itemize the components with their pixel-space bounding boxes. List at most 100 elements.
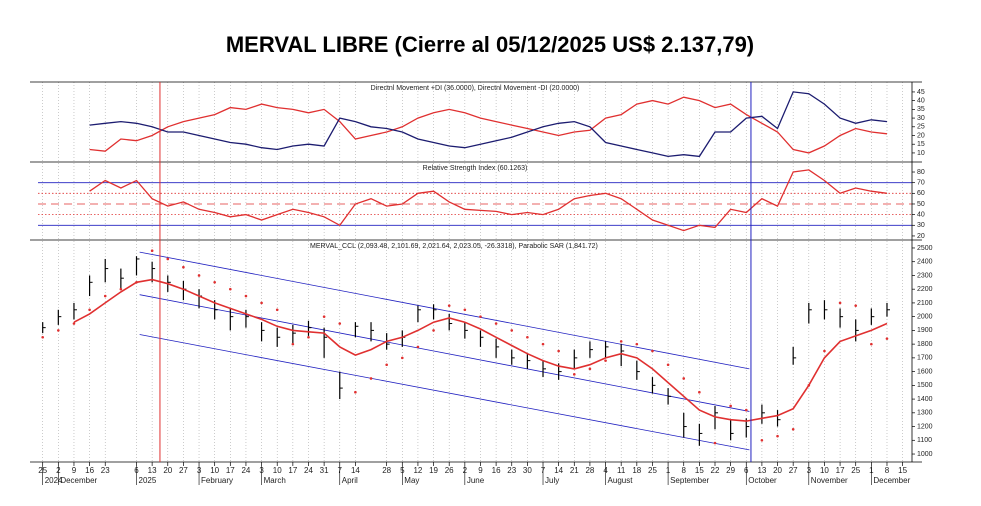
sar-dot xyxy=(588,367,592,371)
y-tick-label: 15 xyxy=(917,141,925,148)
panel-subtitle: MERVAL_CCL (2,093.48, 2,101.69, 2,021.64… xyxy=(310,243,598,250)
x-tick-label: 14 xyxy=(554,466,563,475)
x-tick-label: 11 xyxy=(617,466,626,475)
month-label: November xyxy=(811,476,848,485)
y-tick-label: 1500 xyxy=(917,382,933,389)
sar-dot xyxy=(150,249,154,253)
y-tick-label: 1200 xyxy=(917,423,933,430)
y-tick-label: 2000 xyxy=(917,313,933,320)
y-tick-label: 45 xyxy=(917,89,925,96)
x-tick-label: 14 xyxy=(351,466,360,475)
sar-dot xyxy=(651,349,654,353)
x-tick-label: 16 xyxy=(492,466,501,475)
y-tick-label: 2500 xyxy=(917,245,933,252)
month-label: December xyxy=(873,476,910,485)
x-tick-label: 29 xyxy=(726,466,735,475)
x-tick-label: 28 xyxy=(382,466,391,475)
sar-dot xyxy=(385,363,388,367)
x-tick-label: 8 xyxy=(682,466,687,475)
x-tick-label: 23 xyxy=(101,466,110,475)
sar-dot xyxy=(713,441,717,445)
x-tick-label: 12 xyxy=(413,466,422,475)
sar-dot xyxy=(479,315,482,318)
sar-dot xyxy=(354,390,357,394)
sar-dot xyxy=(572,373,576,376)
sar-dot xyxy=(760,438,764,442)
month-label: 2025 xyxy=(139,476,157,485)
month-label: October xyxy=(748,476,777,485)
sar-dot xyxy=(776,434,779,438)
panel-subtitle: Directnl Movement +DI (36.0000), Directn… xyxy=(371,85,580,92)
y-tick-label: 80 xyxy=(917,169,925,176)
y-tick-label: 1800 xyxy=(917,341,933,348)
panel-subtitle: Relative Strength Index (60.1263) xyxy=(423,165,528,172)
y-tick-label: 2100 xyxy=(917,300,933,307)
trend-line xyxy=(139,294,750,412)
sar-dot xyxy=(400,356,404,360)
sar-dot xyxy=(260,301,263,305)
trend-line xyxy=(139,334,750,451)
sar-dot xyxy=(885,337,889,340)
sar-dot xyxy=(103,294,107,298)
x-tick-label: 19 xyxy=(429,466,438,475)
line-series xyxy=(89,96,888,154)
y-tick-label: 30 xyxy=(917,222,925,229)
x-tick-label: 21 xyxy=(570,466,579,475)
x-tick-label: 31 xyxy=(320,466,329,475)
y-tick-label: 40 xyxy=(917,97,925,104)
sar-dot xyxy=(619,340,623,343)
sar-dot xyxy=(698,390,701,394)
x-tick-label: 15 xyxy=(898,466,907,475)
x-tick-label: 22 xyxy=(711,466,720,475)
sar-dot xyxy=(682,377,686,380)
sar-dot xyxy=(244,294,248,298)
sar-dot xyxy=(744,408,748,412)
sar-dot xyxy=(791,428,795,431)
y-tick-label: 1700 xyxy=(917,355,933,362)
sar-dot xyxy=(526,335,529,339)
sar-dot xyxy=(119,287,123,291)
y-tick-label: 60 xyxy=(917,190,925,197)
month-label: March xyxy=(264,476,286,485)
x-tick-label: 15 xyxy=(695,466,704,475)
sar-dot xyxy=(463,308,467,312)
y-tick-label: 70 xyxy=(917,180,925,187)
sar-dot xyxy=(291,342,295,346)
x-tick-label: 9 xyxy=(72,466,77,475)
x-tick-label: 13 xyxy=(757,466,766,475)
x-tick-label: 30 xyxy=(523,466,532,475)
sar-dot xyxy=(416,345,420,349)
sar-dot xyxy=(838,301,842,305)
sar-dot xyxy=(72,322,76,325)
sar-dot xyxy=(182,265,185,269)
sar-dot xyxy=(541,342,545,346)
chart-title: MERVAL LIBRE (Cierre al 05/12/2025 US$ 2… xyxy=(226,32,754,57)
month-label: August xyxy=(608,476,634,485)
sar-dot xyxy=(823,349,826,353)
y-tick-label: 20 xyxy=(917,233,925,240)
y-tick-label: 2400 xyxy=(917,259,933,266)
month-label: May xyxy=(404,476,419,485)
sar-dot xyxy=(494,322,498,325)
x-tick-label: 25 xyxy=(851,466,860,475)
x-tick-label: 24 xyxy=(241,466,250,475)
month-label: September xyxy=(670,476,709,485)
month-label: February xyxy=(201,476,233,485)
x-tick-label: 10 xyxy=(273,466,282,475)
y-tick-label: 10 xyxy=(917,150,925,157)
x-tick-label: 20 xyxy=(773,466,782,475)
month-label: June xyxy=(467,476,485,485)
sar-dot xyxy=(135,281,138,284)
sar-dot xyxy=(57,329,60,332)
x-tick-label: 10 xyxy=(820,466,829,475)
y-tick-label: 1100 xyxy=(917,437,932,444)
y-tick-label: 50 xyxy=(917,201,925,208)
sar-dot xyxy=(275,308,279,312)
y-tick-label: 1900 xyxy=(917,327,933,334)
y-tick-label: 2300 xyxy=(917,272,933,279)
x-tick-label: 9 xyxy=(478,466,483,475)
sar-dot xyxy=(807,384,811,387)
line-series xyxy=(89,169,888,232)
month-label: 2024 xyxy=(45,476,63,485)
y-tick-label: 1000 xyxy=(917,451,933,458)
